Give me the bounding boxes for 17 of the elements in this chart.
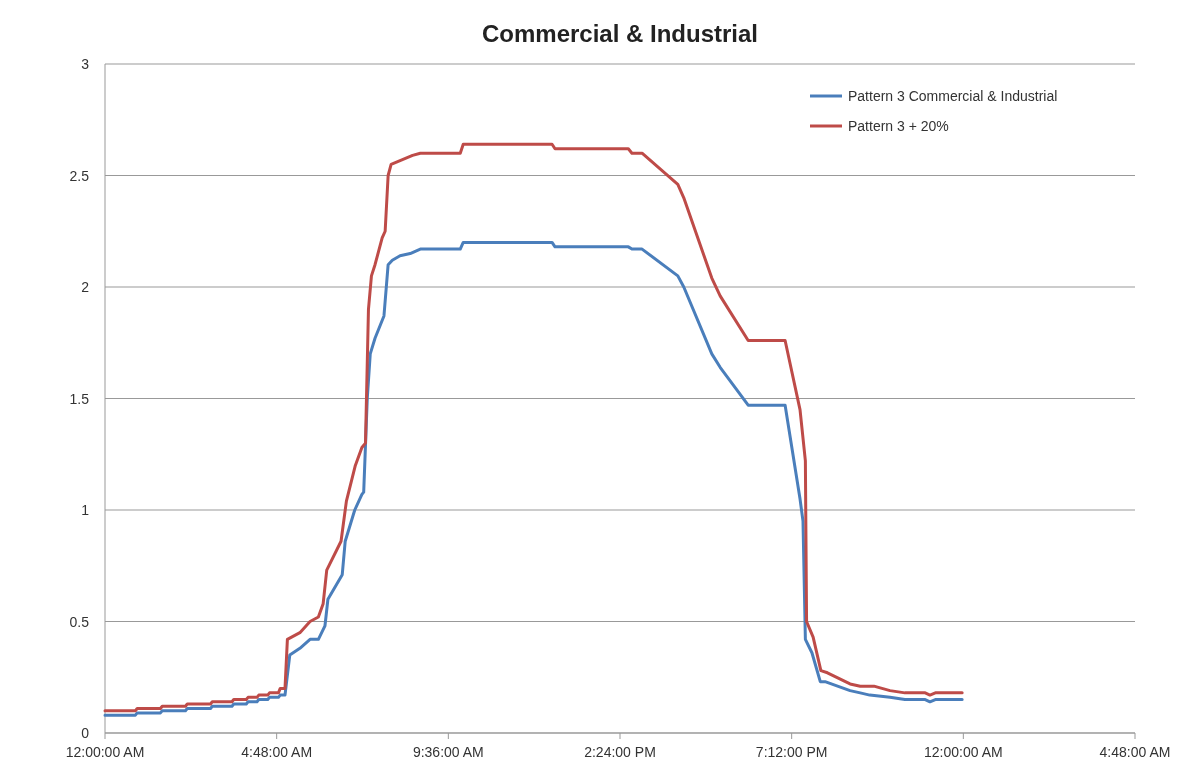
x-tick-label: 9:36:00 AM <box>412 744 484 760</box>
y-tick-label: 3 <box>81 56 90 72</box>
y-tick-label: 1 <box>81 502 90 518</box>
x-tick-label: 12:00:00 AM <box>924 744 1003 760</box>
legend-label: Pattern 3 Commercial & Industrial <box>848 88 1058 104</box>
x-tick-label: 12:00:00 AM <box>65 744 145 760</box>
y-tick-label: 0 <box>81 725 90 741</box>
x-tick-label: 4:48:00 AM <box>1099 744 1171 760</box>
y-tick-label: 0.5 <box>69 613 90 630</box>
chart-title: Commercial & Industrial <box>481 20 759 47</box>
x-tick-label: 4:48:00 AM <box>241 744 313 760</box>
y-tick-label: 1.5 <box>69 390 90 407</box>
y-tick-label: 2 <box>81 279 90 295</box>
legend-label: Pattern 3 + 20% <box>848 118 949 134</box>
x-tick-label: 7:12:00 PM <box>755 744 828 760</box>
x-tick-label: 2:24:00 PM <box>584 744 656 760</box>
y-tick-label: 2.5 <box>69 167 90 184</box>
